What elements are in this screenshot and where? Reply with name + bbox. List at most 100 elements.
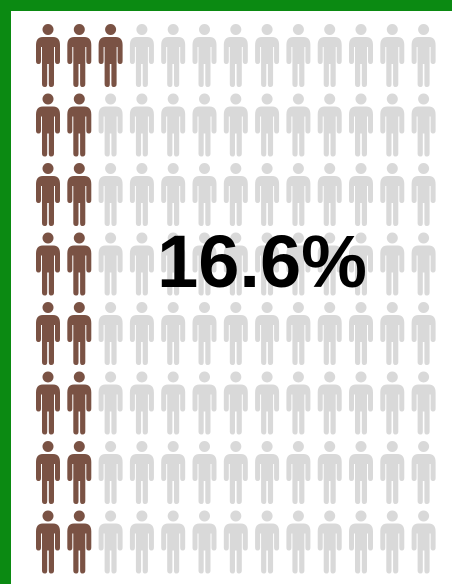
person-icon — [286, 163, 311, 226]
person-icon — [161, 302, 186, 365]
person-icon — [36, 232, 60, 296]
person-icon — [317, 441, 342, 504]
person-icon — [67, 371, 92, 435]
person-icon — [192, 93, 217, 157]
percentage-label: 16.6% — [157, 220, 367, 303]
person-icon — [349, 510, 373, 574]
person-icon — [67, 232, 92, 296]
person-icon — [286, 24, 311, 87]
person-icon — [98, 93, 123, 157]
person-icon — [223, 371, 248, 435]
person-icon — [67, 93, 92, 157]
person-icon — [380, 93, 405, 157]
person-icon — [380, 302, 405, 365]
person-icon — [67, 24, 92, 87]
person-icon — [98, 232, 123, 296]
person-icon — [67, 302, 92, 365]
person-icon — [192, 510, 217, 574]
person-icon — [317, 510, 342, 574]
person-icon — [129, 302, 154, 365]
person-icon — [380, 510, 405, 574]
person-icon — [255, 441, 280, 504]
person-icon — [161, 441, 186, 504]
person-icon — [161, 163, 186, 226]
person-icon — [255, 24, 280, 87]
person-icon — [98, 510, 123, 574]
border-top — [0, 0, 452, 11]
person-icon — [192, 24, 217, 87]
person-icon — [317, 93, 342, 157]
person-icon — [223, 302, 248, 365]
person-icon — [317, 232, 342, 296]
person-icon — [349, 93, 373, 157]
person-icon — [129, 441, 154, 504]
person-icon — [98, 302, 123, 365]
person-icon — [255, 510, 280, 574]
person-icon — [223, 510, 248, 574]
border-left — [0, 0, 11, 584]
person-icon — [286, 510, 311, 574]
person-icon — [349, 24, 373, 87]
person-icon — [411, 24, 436, 87]
person-icon — [411, 441, 436, 504]
person-icon — [255, 302, 280, 365]
person-icon — [349, 441, 373, 504]
person-icon — [98, 163, 123, 226]
person-icon — [380, 232, 405, 296]
person-icon — [161, 93, 186, 157]
person-icon — [286, 93, 311, 157]
person-icon — [317, 24, 342, 87]
person-icon — [36, 302, 60, 365]
person-icon — [223, 232, 248, 296]
person-icon — [98, 24, 123, 87]
person-icon — [67, 163, 92, 226]
person-icon — [223, 441, 248, 504]
person-icon — [98, 441, 123, 504]
person-icon — [286, 232, 311, 296]
person-icon — [223, 93, 248, 157]
person-icon — [36, 93, 60, 157]
person-icon — [36, 371, 60, 435]
person-icon — [161, 371, 186, 435]
person-icon — [317, 371, 342, 435]
person-icon — [129, 371, 154, 435]
person-icon — [255, 163, 280, 226]
person-icon — [380, 163, 405, 226]
person-icon — [161, 232, 186, 296]
icon-array — [36, 24, 436, 574]
person-icon — [349, 302, 373, 365]
person-icon — [349, 232, 373, 296]
person-icon — [286, 302, 311, 365]
person-icon — [223, 163, 248, 226]
person-icon — [129, 163, 154, 226]
person-icon — [192, 302, 217, 365]
person-icon — [317, 163, 342, 226]
person-icon — [98, 371, 123, 435]
person-icon — [411, 232, 436, 296]
person-icon — [255, 93, 280, 157]
person-icon — [129, 510, 154, 574]
person-icon — [317, 302, 342, 365]
person-icon — [161, 510, 186, 574]
person-icon — [129, 24, 154, 87]
person-icon — [349, 163, 373, 226]
person-icon — [192, 232, 217, 296]
person-icon — [411, 302, 436, 365]
person-icon — [161, 24, 186, 87]
person-icon — [286, 441, 311, 504]
person-icon — [411, 163, 436, 226]
person-icon — [192, 163, 217, 226]
person-icon — [36, 24, 60, 87]
person-icon — [349, 371, 373, 435]
person-icon — [67, 441, 92, 504]
person-icon — [129, 232, 154, 296]
person-icon — [411, 510, 436, 574]
person-icon — [380, 441, 405, 504]
person-icon — [36, 163, 60, 226]
person-icon — [380, 24, 405, 87]
person-icon — [255, 371, 280, 435]
person-icon — [36, 510, 60, 574]
person-icon — [411, 371, 436, 435]
